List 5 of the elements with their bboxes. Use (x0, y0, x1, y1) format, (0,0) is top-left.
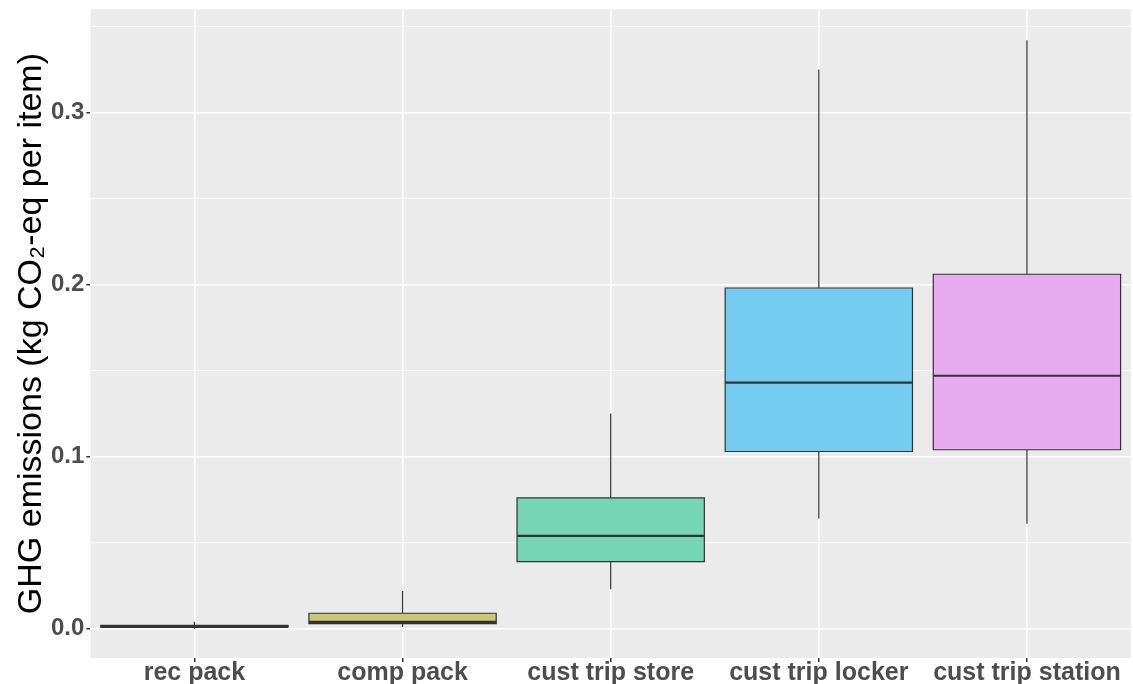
y-axis-title: GHG emissions (kg CO₂-eq per item) (10, 53, 49, 615)
y-tick-label: 0.3 (50, 97, 85, 125)
y-tick-label: 0.1 (50, 441, 85, 469)
y-tick-label: 0.0 (50, 613, 85, 641)
y-tick-label: 0.2 (50, 269, 85, 297)
